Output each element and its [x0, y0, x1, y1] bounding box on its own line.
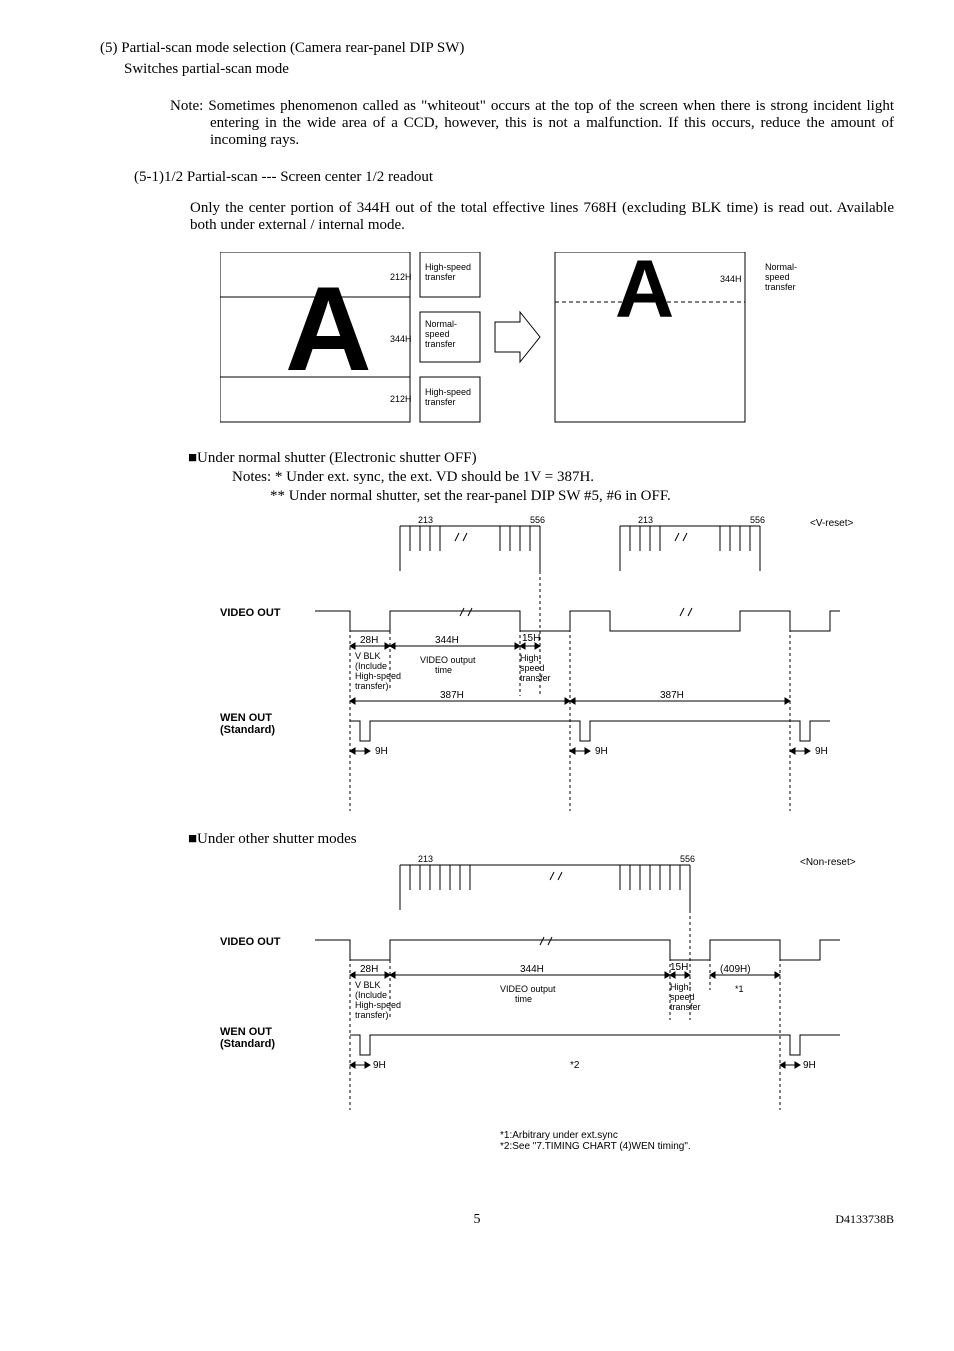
normal-shutter-note1: Notes: * Under ext. sync, the ext. VD sh…	[232, 469, 894, 486]
normal-shutter-heading: ■Under normal shutter (Electronic shutte…	[188, 450, 894, 467]
footnote-1: *1:Arbitrary under ext.sync	[500, 1130, 894, 1141]
svg-text:9H: 9H	[373, 1060, 386, 1071]
nonreset-tag: <Non-reset>	[800, 857, 856, 868]
section-title: Partial-scan mode selection (Camera rear…	[121, 40, 464, 56]
svg-text:High-speedtransfer: High-speedtransfer	[425, 387, 471, 407]
normal-shutter-note2: ** Under normal shutter, set the rear-pa…	[270, 488, 894, 505]
svg-text:A: A	[285, 262, 372, 396]
svg-text:556: 556	[680, 854, 695, 864]
svg-text:WEN OUT: WEN OUT	[220, 712, 272, 724]
subsection-5-1-body: Only the center portion of 344H out of t…	[190, 200, 894, 234]
svg-text:28H: 28H	[360, 964, 378, 975]
svg-text:A: A	[615, 252, 674, 335]
svg-text:(Standard): (Standard)	[220, 724, 275, 736]
svg-text:556: 556	[750, 515, 765, 525]
svg-text:344H: 344H	[520, 964, 544, 975]
svg-text:VIDEO outputtime: VIDEO outputtime	[500, 984, 556, 1004]
svg-text:387H: 387H	[660, 690, 684, 701]
svg-text:9H: 9H	[375, 746, 388, 757]
whiteout-note: Note: Sometimes phenomenon called as "wh…	[170, 98, 894, 149]
left-top-h: 212H	[390, 272, 412, 282]
section-subtitle: Switches partial-scan mode	[124, 61, 894, 78]
svg-text:*2: *2	[570, 1060, 580, 1071]
left-bot-h: 212H	[390, 394, 412, 404]
timing-diagram-nonreset: 213 556 <Non-reset> VIDEO OUT 28H 344H 1…	[220, 850, 880, 1110]
left-mid-h: 344H	[390, 334, 412, 344]
svg-text:VIDEO OUT: VIDEO OUT	[220, 936, 281, 948]
vreset-tag: <V-reset>	[810, 518, 854, 529]
svg-text:(Standard): (Standard)	[220, 1038, 275, 1050]
svg-text:213: 213	[638, 515, 653, 525]
video-out-label: VIDEO OUT	[220, 607, 281, 619]
timing-diagram-vreset: 213 556 213 556 <V-reset> VIDEO OUT 28H …	[220, 511, 880, 811]
svg-text:213: 213	[418, 515, 433, 525]
svg-text:213: 213	[418, 854, 433, 864]
svg-text:Normal-speedtransfer: Normal-speedtransfer	[765, 262, 797, 292]
transfer-diagram: A 212H 344H 212H High-speedtransfer Norm…	[220, 252, 860, 432]
svg-text:High-speedtransfer: High-speedtransfer	[670, 982, 701, 1012]
svg-text:High-speedtransfer: High-speedtransfer	[425, 262, 471, 282]
section-heading: (5) Partial-scan mode selection (Camera …	[100, 40, 894, 57]
footnote-2: *2:See "7.TIMING CHART (4)WEN timing".	[500, 1141, 894, 1152]
svg-text:556: 556	[530, 515, 545, 525]
svg-text:VIDEO outputtime: VIDEO outputtime	[420, 655, 476, 675]
svg-text:344H: 344H	[435, 635, 459, 646]
subsection-5-1-heading: (5-1)1/2 Partial-scan --- Screen center …	[134, 169, 894, 186]
svg-text:9H: 9H	[595, 746, 608, 757]
svg-text:High-speedtransfer: High-speedtransfer	[520, 653, 551, 683]
svg-text:387H: 387H	[440, 690, 464, 701]
svg-text:15H: 15H	[670, 962, 688, 973]
page-number: 5	[474, 1212, 481, 1228]
svg-text:V BLK(IncludeHigh-speedtransfe: V BLK(IncludeHigh-speedtransfer)	[355, 980, 401, 1020]
right-h: 344H	[720, 274, 742, 284]
svg-text:15H: 15H	[522, 633, 540, 644]
document-id: D4133738B	[835, 1212, 894, 1227]
page-footer: 5 D4133738B	[60, 1212, 894, 1232]
svg-text:Normal-speedtransfer: Normal-speedtransfer	[425, 319, 457, 349]
svg-text:(409H): (409H)	[720, 964, 751, 975]
svg-text:28H: 28H	[360, 635, 378, 646]
svg-text:WEN OUT: WEN OUT	[220, 1026, 272, 1038]
other-shutter-heading: ■Under other shutter modes	[188, 831, 894, 848]
svg-text:9H: 9H	[803, 1060, 816, 1071]
svg-text:*1: *1	[735, 984, 744, 994]
section-number: (5)	[100, 40, 118, 56]
svg-text:V BLK(IncludeHigh-speedtransfe: V BLK(IncludeHigh-speedtransfer)	[355, 651, 401, 691]
svg-text:9H: 9H	[815, 746, 828, 757]
footnotes: *1:Arbitrary under ext.sync *2:See "7.TI…	[500, 1130, 894, 1152]
